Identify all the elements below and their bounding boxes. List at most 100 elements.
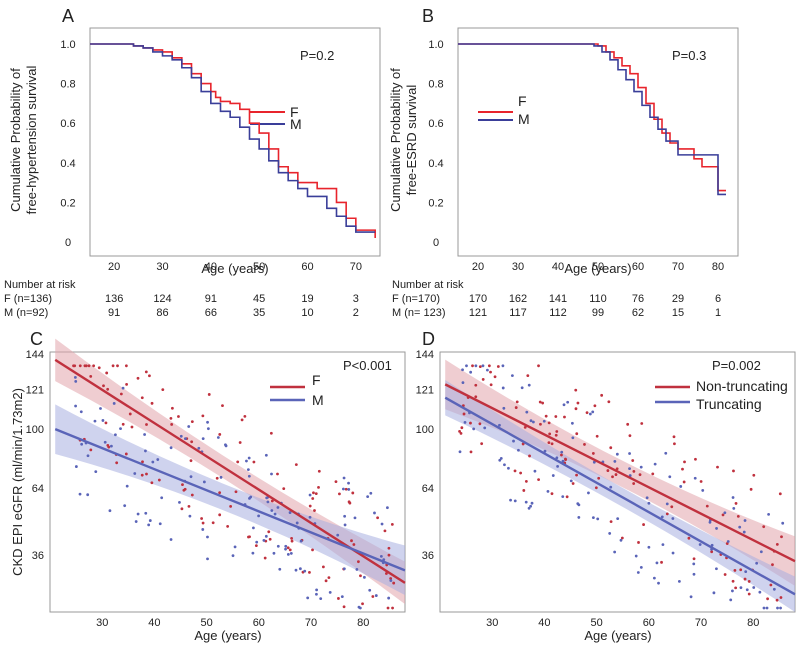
panel-d-data-point — [510, 374, 514, 378]
panel-a-risk-value-m: 66 — [205, 307, 217, 319]
panel-b-risk-value-m: 117 — [509, 307, 527, 319]
panel-b-risk-value-f: 110 — [589, 293, 607, 305]
panel-c-fit-line-1 — [54, 428, 406, 572]
panel-d-data-point — [556, 465, 559, 468]
panel-d-data-point — [537, 364, 540, 368]
panel-c-data-point — [282, 487, 286, 491]
panel-c-data-point — [249, 495, 253, 499]
panel-c-data-point — [355, 568, 359, 571]
panel-d-data-point — [651, 472, 655, 476]
panel-c-data-point — [341, 487, 345, 491]
panel-d-data-point — [501, 364, 505, 368]
panel-d-data-point — [574, 388, 578, 392]
panel-d-data-point — [744, 570, 748, 574]
panel-d-data-point — [664, 451, 668, 455]
panel-c-data-point — [121, 386, 125, 390]
panel-d-legend-trunc-label: Truncating — [696, 396, 762, 412]
panel-d-fit-line-1 — [444, 396, 796, 596]
panel-c-data-point — [114, 433, 117, 437]
panel-d-data-point — [571, 436, 575, 440]
panel-c-data-point — [350, 539, 353, 543]
panel-d-data-point — [498, 423, 501, 427]
panel-c-data-point — [247, 456, 251, 460]
panel-d-data-point — [665, 512, 669, 516]
panel-d-data-point — [597, 476, 601, 480]
panel-d-data-point — [660, 560, 663, 564]
panel-c-data-point — [140, 473, 144, 477]
panel-d-data-point — [628, 452, 631, 455]
panel-d-data-point — [478, 422, 482, 426]
panel-d-data-point — [591, 410, 595, 414]
panel-d-data-point — [463, 420, 467, 424]
panel-d-data-point — [673, 442, 676, 446]
panel-a-legend-m-label: M — [290, 116, 302, 132]
panel-d-ytick-label: 36 — [422, 550, 434, 562]
panel-d-data-point — [600, 393, 604, 397]
panel-d-data-point — [615, 452, 619, 456]
panel-d-data-point — [699, 480, 703, 483]
panel-b-xtick-label: 40 — [552, 261, 564, 273]
panel-d-data-point — [736, 514, 740, 518]
panel-d-legend-nontrunc-label: Non-truncating — [696, 378, 788, 394]
panel-d-data-point — [481, 378, 485, 381]
panel-d-data-point — [731, 496, 735, 499]
panel-d-data-point — [503, 463, 506, 467]
panel-c-xtick-label: 60 — [253, 617, 265, 629]
panel-d-data-point — [715, 527, 718, 530]
panel-c-plot-frame — [49, 351, 406, 613]
panel-c-data-point — [266, 500, 270, 504]
panel-c-data-point — [262, 538, 266, 542]
panel-d-data-point — [560, 453, 563, 457]
panel-d-data-point — [743, 577, 747, 581]
panel-d-data-point — [596, 517, 600, 521]
panel-c-data-point — [145, 423, 148, 426]
panel-d-scatter: Age (years) P=0.002 Non-truncating Trunc… — [416, 349, 796, 643]
panel-c-data-point — [328, 591, 332, 594]
panel-d-data-point — [591, 516, 595, 520]
panel-d-data-point — [652, 576, 656, 580]
panel-c-data-point — [169, 417, 173, 420]
panel-c-data-point — [314, 492, 318, 496]
panel-a-risk-row-m-label: M (n=92) — [4, 307, 48, 319]
panel-d-data-point — [471, 364, 474, 368]
panel-c-legend-m-label: M — [312, 392, 324, 408]
panel-c-data-point — [150, 401, 154, 405]
panel-c-data-point — [218, 513, 222, 517]
panel-c-data-point — [105, 371, 109, 375]
panel-c-data-point — [272, 551, 276, 555]
panel-c-data-point — [140, 396, 144, 400]
panel-d-data-point — [551, 474, 555, 477]
panel-c-data-point — [347, 488, 351, 491]
panel-a-risk-value-f: 91 — [205, 293, 217, 305]
panel-d-data-point — [472, 427, 476, 431]
panel-c-data-point — [311, 548, 314, 552]
panel-d-data-point — [632, 470, 636, 473]
panel-a-xtick-label: 30 — [156, 261, 168, 273]
panel-c-data-point — [144, 511, 148, 515]
panel-c-data-point — [390, 522, 394, 526]
panel-c-data-point — [308, 515, 312, 519]
panel-d-data-point — [743, 519, 747, 522]
panel-c-data-point — [211, 521, 215, 525]
panel-b-xtick-label: 70 — [672, 261, 684, 273]
panel-c-data-point — [158, 522, 162, 526]
panel-c-data-point — [221, 404, 224, 408]
panel-d-data-point — [689, 595, 693, 599]
panel-b-legend-f-label: F — [518, 93, 527, 109]
panel-d-data-point — [708, 520, 712, 524]
panel-c-data-point — [78, 364, 82, 368]
panel-c-data-point — [123, 504, 127, 508]
panel-d-data-point — [620, 536, 624, 540]
panel-d-data-point — [739, 586, 743, 590]
panel-a-ylabel-line2: free-hypertension survival — [24, 65, 39, 214]
panel-c-data-point — [386, 606, 390, 610]
panel-d-data-point — [593, 404, 597, 408]
panel-c-ytick-label: 121 — [26, 384, 44, 396]
panel-c-data-point — [312, 491, 315, 495]
panel-c-data-point — [124, 364, 128, 368]
panel-d-data-point — [591, 452, 595, 455]
panel-c-data-point — [340, 595, 344, 599]
panel-c-data-point — [183, 487, 187, 491]
panel-d-data-point — [461, 368, 464, 372]
panel-a-xtick-label: 20 — [108, 261, 120, 273]
